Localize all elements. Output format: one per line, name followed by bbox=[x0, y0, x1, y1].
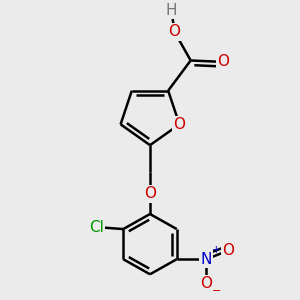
Text: O: O bbox=[217, 54, 229, 69]
Text: O: O bbox=[200, 276, 212, 291]
Text: −: − bbox=[212, 286, 221, 296]
Text: O: O bbox=[169, 24, 181, 39]
Text: N: N bbox=[200, 252, 212, 267]
Text: O: O bbox=[173, 117, 185, 132]
Text: Cl: Cl bbox=[89, 220, 104, 235]
Text: H: H bbox=[166, 3, 177, 18]
Text: O: O bbox=[222, 243, 234, 258]
Text: O: O bbox=[144, 186, 156, 201]
Text: +: + bbox=[212, 245, 221, 255]
